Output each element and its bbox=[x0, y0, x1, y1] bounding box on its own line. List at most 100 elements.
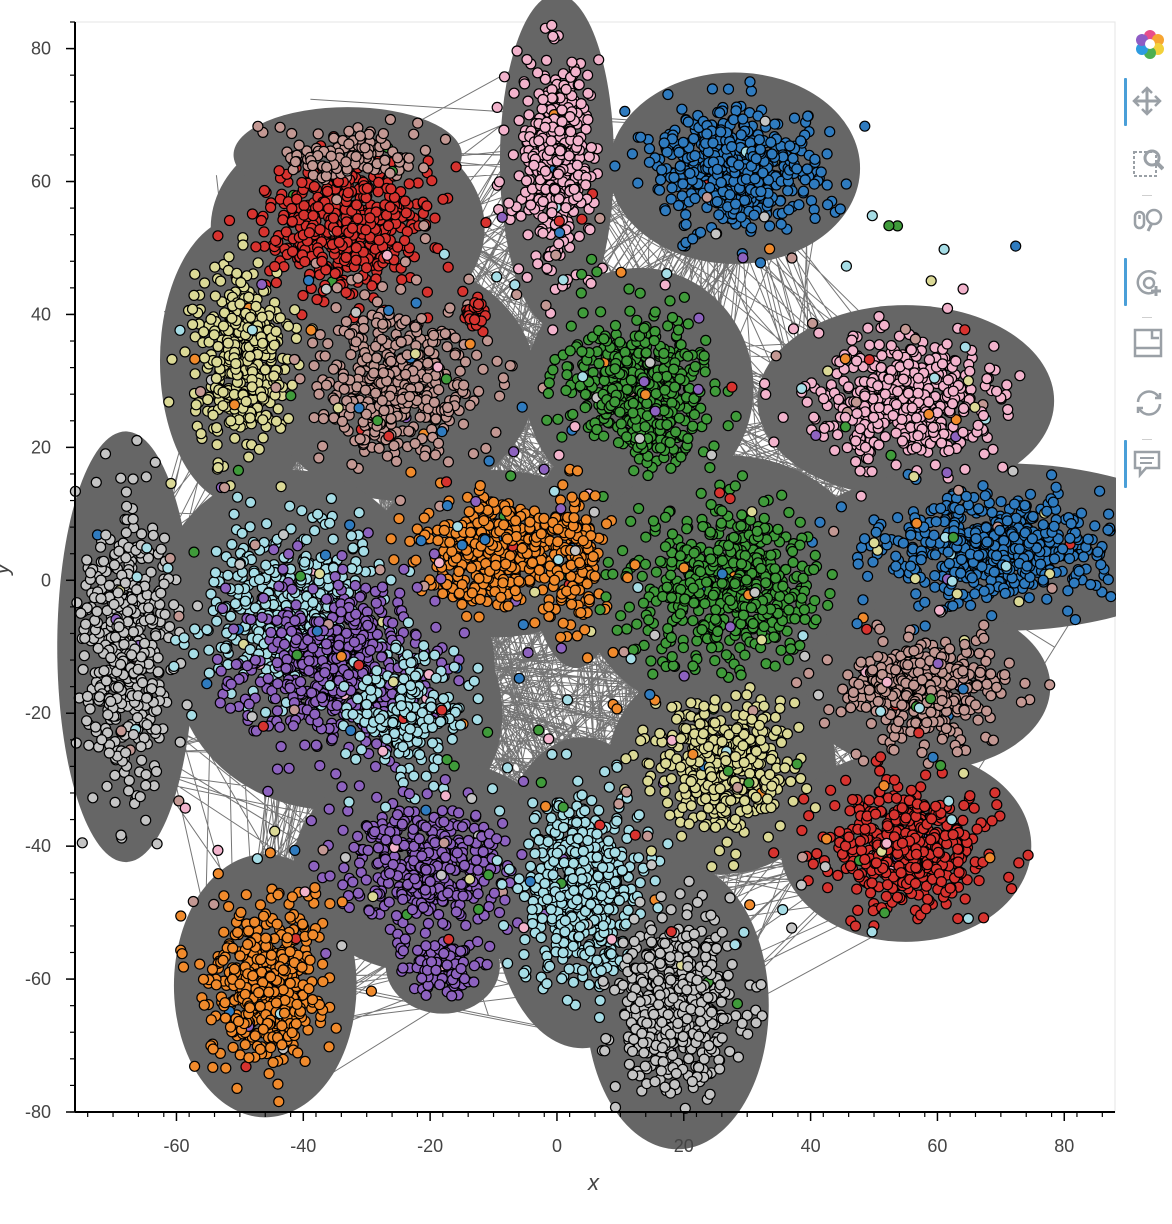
node-point[interactable] bbox=[317, 413, 330, 425]
node-point[interactable] bbox=[885, 449, 897, 461]
node-point[interactable] bbox=[536, 103, 548, 115]
node-point[interactable] bbox=[754, 143, 766, 155]
node-point[interactable] bbox=[870, 526, 882, 538]
node-point[interactable] bbox=[904, 560, 917, 572]
node-point[interactable] bbox=[426, 175, 438, 187]
node-point[interactable] bbox=[935, 437, 948, 449]
node-point[interactable] bbox=[666, 650, 678, 663]
node-point[interactable] bbox=[384, 201, 396, 213]
node-point[interactable] bbox=[640, 531, 652, 543]
node-point[interactable] bbox=[480, 442, 492, 454]
node-point[interactable] bbox=[784, 140, 796, 152]
node-point[interactable] bbox=[547, 30, 559, 42]
node-point[interactable] bbox=[986, 610, 998, 622]
node-point[interactable] bbox=[947, 600, 959, 612]
node-point[interactable] bbox=[614, 406, 626, 418]
node-point[interactable] bbox=[494, 390, 506, 402]
node-point[interactable] bbox=[399, 195, 411, 207]
node-point[interactable] bbox=[672, 199, 685, 212]
node-point[interactable] bbox=[211, 439, 223, 451]
node-point[interactable] bbox=[314, 223, 326, 236]
node-point[interactable] bbox=[862, 322, 874, 334]
node-point[interactable] bbox=[1024, 488, 1037, 500]
node-point[interactable] bbox=[381, 450, 393, 462]
node-point[interactable] bbox=[808, 178, 820, 190]
node-point[interactable] bbox=[1048, 553, 1061, 565]
node-point[interactable] bbox=[793, 199, 805, 211]
node-point[interactable] bbox=[556, 431, 568, 443]
node-point[interactable] bbox=[257, 414, 269, 426]
node-point[interactable] bbox=[392, 241, 404, 253]
node-point[interactable] bbox=[313, 452, 325, 464]
node-point[interactable] bbox=[581, 652, 594, 664]
node-point[interactable] bbox=[688, 409, 701, 421]
node-point[interactable] bbox=[449, 332, 461, 344]
node-point[interactable] bbox=[520, 175, 533, 187]
node-point[interactable] bbox=[680, 209, 692, 221]
node-point[interactable] bbox=[467, 448, 480, 460]
node-point[interactable] bbox=[885, 340, 898, 352]
node-point[interactable] bbox=[444, 536, 456, 548]
node-point[interactable] bbox=[500, 505, 513, 517]
node-point[interactable] bbox=[539, 165, 552, 177]
node-point[interactable] bbox=[694, 565, 707, 578]
node-point[interactable] bbox=[957, 426, 969, 438]
node-point[interactable] bbox=[634, 131, 647, 143]
node-point[interactable] bbox=[598, 375, 610, 387]
node-point[interactable] bbox=[708, 440, 720, 452]
node-point[interactable] bbox=[574, 557, 586, 569]
node-point[interactable] bbox=[223, 214, 236, 227]
node-point[interactable] bbox=[396, 274, 408, 286]
node-point[interactable] bbox=[972, 549, 985, 562]
node-point[interactable] bbox=[656, 164, 668, 176]
node-point[interactable] bbox=[733, 159, 745, 171]
node-point[interactable] bbox=[501, 533, 514, 545]
node-point[interactable] bbox=[839, 411, 852, 423]
node-point[interactable] bbox=[947, 385, 959, 397]
node-point[interactable] bbox=[910, 588, 922, 600]
node-point[interactable] bbox=[677, 136, 689, 148]
node-point[interactable] bbox=[212, 230, 224, 242]
node-point[interactable] bbox=[569, 584, 581, 596]
node-point[interactable] bbox=[668, 363, 680, 375]
node-point[interactable] bbox=[782, 185, 794, 197]
node-point[interactable] bbox=[704, 462, 716, 474]
node-point[interactable] bbox=[651, 371, 664, 383]
node-point[interactable] bbox=[1102, 524, 1114, 536]
node-point[interactable] bbox=[818, 422, 831, 434]
node-point[interactable] bbox=[458, 379, 470, 391]
node-point[interactable] bbox=[553, 238, 565, 250]
node-point[interactable] bbox=[270, 277, 282, 289]
node-point[interactable] bbox=[377, 128, 389, 140]
node-point[interactable] bbox=[688, 547, 700, 559]
node-point[interactable] bbox=[244, 350, 256, 362]
node-point[interactable] bbox=[418, 512, 430, 524]
node-point[interactable] bbox=[504, 360, 516, 372]
node-point[interactable] bbox=[296, 176, 308, 189]
node-point[interactable] bbox=[623, 601, 636, 613]
node-point[interactable] bbox=[859, 390, 871, 402]
node-point[interactable] bbox=[351, 199, 363, 211]
node-point[interactable] bbox=[412, 117, 424, 129]
node-point[interactable] bbox=[255, 214, 267, 227]
node-point[interactable] bbox=[509, 514, 522, 527]
node-point[interactable] bbox=[490, 559, 502, 572]
node-point[interactable] bbox=[547, 364, 559, 376]
node-point[interactable] bbox=[850, 355, 863, 367]
node-point[interactable] bbox=[748, 209, 760, 221]
node-point[interactable] bbox=[706, 83, 719, 95]
node-point[interactable] bbox=[472, 298, 485, 310]
node-point[interactable] bbox=[311, 293, 323, 306]
node-point[interactable] bbox=[1062, 605, 1074, 617]
node-point[interactable] bbox=[855, 490, 867, 502]
node-point[interactable] bbox=[977, 409, 990, 422]
node-point[interactable] bbox=[929, 549, 942, 561]
node-point[interactable] bbox=[704, 182, 716, 194]
node-point[interactable] bbox=[821, 148, 833, 160]
node-point[interactable] bbox=[783, 506, 795, 519]
node-point[interactable] bbox=[423, 345, 435, 357]
node-point[interactable] bbox=[563, 150, 575, 162]
node-point[interactable] bbox=[343, 138, 355, 150]
node-point[interactable] bbox=[303, 227, 315, 239]
node-point[interactable] bbox=[393, 512, 405, 525]
